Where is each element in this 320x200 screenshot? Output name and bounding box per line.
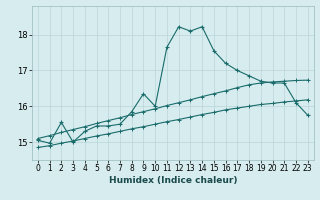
X-axis label: Humidex (Indice chaleur): Humidex (Indice chaleur) [108, 176, 237, 185]
